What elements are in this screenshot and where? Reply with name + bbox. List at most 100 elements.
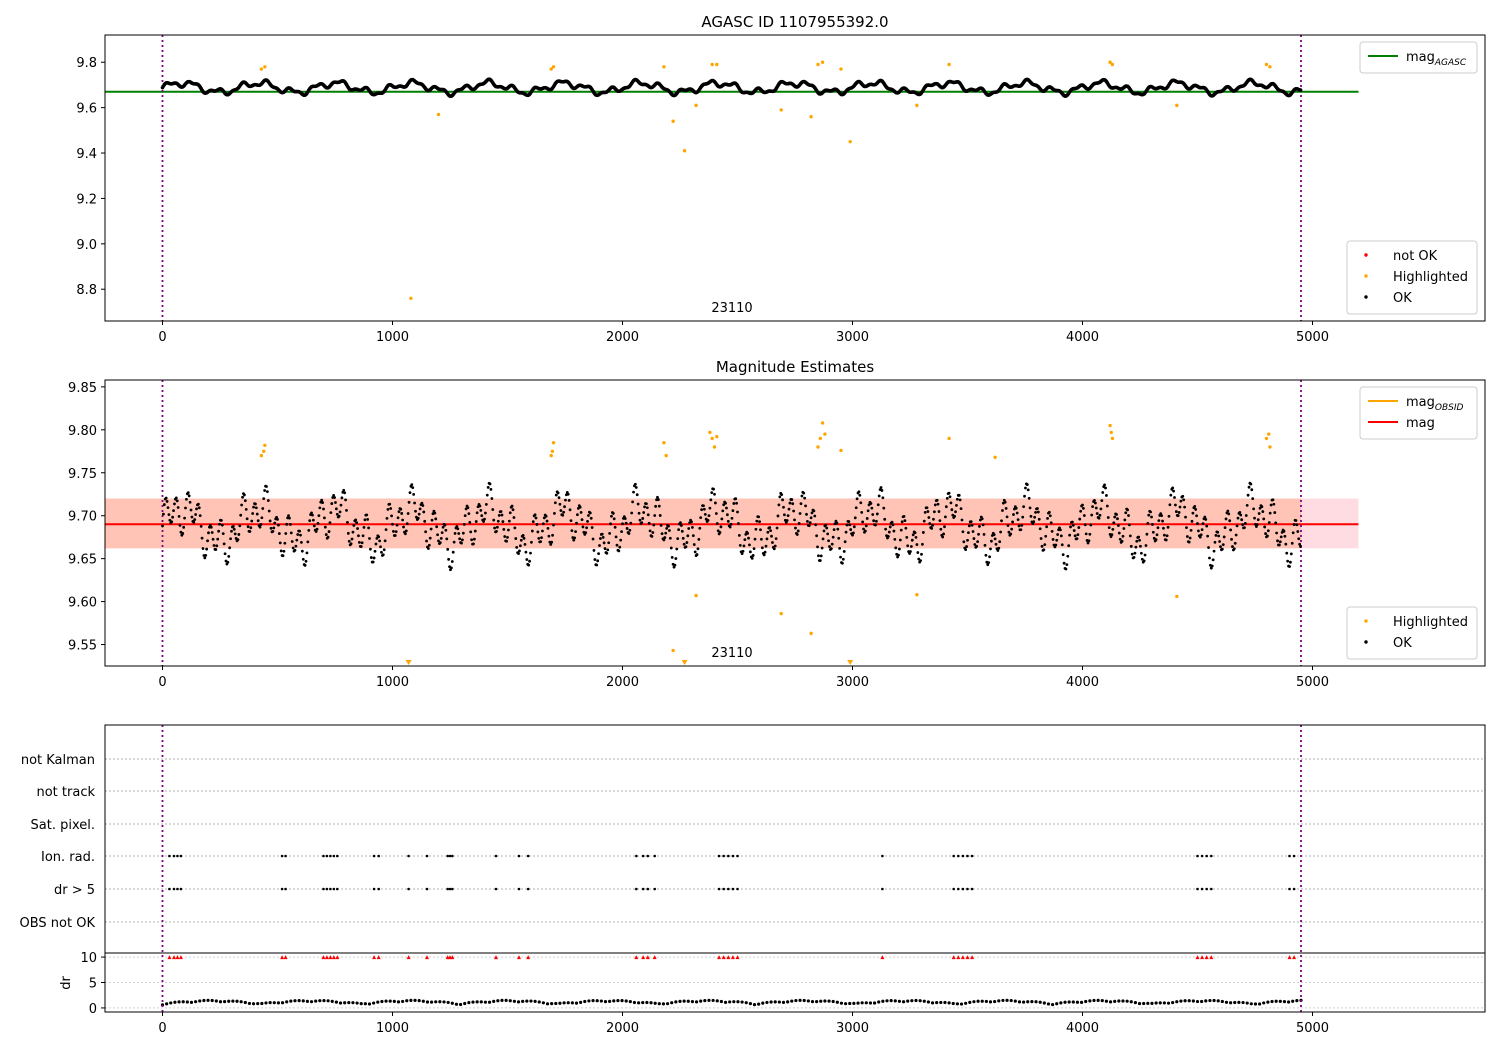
ok-point <box>1120 539 1124 543</box>
ok-point <box>757 515 761 519</box>
dr-point <box>483 1000 488 1004</box>
dr-point <box>272 1001 276 1005</box>
ok-point <box>379 545 382 549</box>
ok-point <box>165 500 169 503</box>
ok-point <box>1211 558 1215 562</box>
highlighted-point <box>915 103 919 108</box>
ok-point <box>1127 514 1130 517</box>
ok-point <box>1263 525 1267 529</box>
ok-point <box>1234 533 1238 537</box>
ok-point <box>629 521 633 525</box>
ok-point <box>643 505 646 509</box>
dr-point <box>686 999 690 1003</box>
dr-point <box>223 1000 227 1004</box>
dr-point <box>769 1000 773 1004</box>
dr-point <box>227 999 231 1003</box>
ok-point <box>340 496 344 500</box>
dr-point <box>641 1000 645 1005</box>
ok-point <box>1072 529 1076 532</box>
dr-point <box>1104 999 1109 1003</box>
ok-point <box>830 542 834 546</box>
dr-point <box>537 1000 541 1004</box>
x-tick-label: 4000 <box>1066 1021 1099 1036</box>
ok-point <box>438 541 442 545</box>
ok-point <box>680 529 684 533</box>
ok-point <box>186 491 190 495</box>
x-tick-label: 2000 <box>606 675 639 690</box>
dr-point <box>1158 1001 1162 1005</box>
ok-point <box>178 523 182 527</box>
ok-point <box>461 538 464 542</box>
ok-point <box>1278 540 1282 544</box>
legend-subscript: AGASC <box>1434 58 1467 68</box>
ok-point <box>1101 491 1105 494</box>
dr-point <box>380 999 384 1004</box>
ok-point <box>927 516 931 519</box>
ok-point <box>894 546 898 550</box>
dr-point <box>1233 1000 1237 1005</box>
ok-point <box>162 503 166 506</box>
ok-point <box>1067 544 1071 548</box>
dr-point <box>703 998 707 1003</box>
ok-point <box>306 540 310 544</box>
ok-point <box>696 547 700 551</box>
ok-point <box>961 530 965 534</box>
ok-point <box>248 530 252 533</box>
flag-marker <box>329 854 332 858</box>
dr-point <box>1005 998 1009 1002</box>
dr-clipped-marker <box>726 955 731 960</box>
ok-point <box>1266 529 1270 533</box>
ok-point <box>1011 520 1014 524</box>
dr-point <box>305 999 309 1003</box>
dr-point <box>939 1000 943 1005</box>
ok-point <box>1078 517 1082 521</box>
ok-point <box>875 519 878 523</box>
ok-point <box>800 494 804 498</box>
ok-point <box>884 527 888 531</box>
ok-point <box>584 531 588 535</box>
ok-point <box>808 521 812 525</box>
ok-point <box>1143 553 1147 557</box>
ok-point <box>967 531 970 534</box>
y-tick-label: 9.0 <box>76 238 97 253</box>
ok-point <box>382 548 386 552</box>
dr-point <box>976 999 980 1003</box>
flag-marker <box>1288 887 1291 891</box>
ok-point <box>760 537 763 541</box>
ok-point <box>593 558 597 561</box>
dr-point <box>1137 1001 1142 1006</box>
flag-label: not Kalman <box>21 753 95 768</box>
ok-point <box>1135 539 1139 543</box>
dr-point <box>1220 999 1224 1004</box>
ok-point <box>1146 521 1150 525</box>
ok-point <box>1174 503 1177 507</box>
ok-point <box>664 531 668 535</box>
ok-point <box>467 512 471 516</box>
x-tick-label: 4000 <box>1066 675 1099 690</box>
ok-point <box>1047 510 1051 514</box>
ok-point <box>752 547 756 551</box>
ok-point <box>1014 506 1018 510</box>
dr-point <box>1038 1000 1042 1004</box>
ok-point <box>667 524 670 528</box>
ok-point <box>737 522 740 525</box>
dr-point <box>401 999 405 1004</box>
ok-point <box>1299 545 1302 549</box>
ok-point <box>861 520 865 524</box>
ok-point <box>1216 530 1220 534</box>
ok-point <box>1296 530 1300 533</box>
dr-point <box>1059 1001 1063 1005</box>
ok-point <box>713 492 716 496</box>
ok-point <box>299 533 302 537</box>
ok-point <box>1070 520 1074 524</box>
ok-point <box>369 547 372 551</box>
dr-point <box>889 999 893 1003</box>
ok-point <box>366 518 370 521</box>
highlighted-point <box>1268 65 1272 69</box>
ok-point <box>1064 567 1068 571</box>
dr-point <box>1274 999 1278 1003</box>
ok-point <box>786 514 790 517</box>
ok-point <box>1140 557 1144 561</box>
dr-point <box>1034 1000 1038 1004</box>
ok-point <box>1110 533 1114 537</box>
